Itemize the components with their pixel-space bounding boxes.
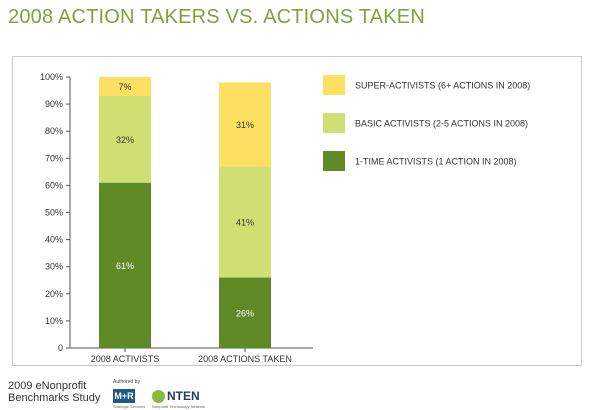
legend-label: SUPER-ACTIVISTS (6+ ACTIONS IN 2008) xyxy=(355,81,530,91)
nten-logo-text: NTEN xyxy=(167,389,200,403)
mr-logo-subtitle: Strategic Services xyxy=(113,404,146,409)
y-tick-label: 70% xyxy=(45,153,63,163)
y-tick-label: 90% xyxy=(45,99,63,109)
y-tick-label: 20% xyxy=(45,289,63,299)
bar-segment xyxy=(219,277,271,348)
bar-segment xyxy=(219,166,271,278)
mr-logo: M+R xyxy=(113,389,135,403)
nten-logo-icon xyxy=(152,389,165,403)
nten-logo: NTEN xyxy=(152,389,200,403)
legend-swatch xyxy=(323,113,345,133)
legend-swatch xyxy=(323,151,345,171)
legend-label: 1-TIME ACTIVISTS (1 ACTION IN 2008) xyxy=(355,157,517,167)
y-tick-label: 30% xyxy=(45,262,63,272)
nten-logo-subtitle: Nonprofit Technology Network xyxy=(152,404,206,409)
x-tick-label: 2008 ACTIONS TAKEN xyxy=(198,354,292,364)
chart-title: 2008 ACTION TAKERS VS. ACTIONS TAKEN xyxy=(8,6,425,28)
data-label: 41% xyxy=(236,217,254,227)
data-label: 26% xyxy=(236,308,254,318)
data-label: 7% xyxy=(118,82,131,92)
y-tick-label: 0 xyxy=(58,343,63,353)
y-tick-label: 50% xyxy=(45,208,63,218)
legend-swatch xyxy=(323,75,345,95)
data-label: 31% xyxy=(236,120,254,130)
y-tick-label: 10% xyxy=(45,316,63,326)
y-tick-label: 100% xyxy=(40,72,63,82)
y-tick-label: 60% xyxy=(45,180,63,190)
study-credit-line-2: Benchmarks Study xyxy=(8,392,101,404)
stacked-bar-chart: 0 10% 20% 30% 40% 50% 60% 70% 80% 90% 100% 61% 32% 7%… xyxy=(40,72,530,364)
data-label: 32% xyxy=(116,135,134,145)
bar-segment xyxy=(99,77,151,96)
bar-segment xyxy=(219,82,271,167)
bar-segment xyxy=(99,182,151,348)
y-tick-label: 80% xyxy=(45,126,63,136)
bar-segment xyxy=(99,95,151,183)
authored-by-label: Authored by xyxy=(113,379,140,385)
study-credit-line-1: 2009 eNonprofit xyxy=(8,380,87,392)
chart-panel: 0 10% 20% 30% 40% 50% 60% 70% 80% 90% 100% 61% 32% 7%… xyxy=(12,56,582,366)
y-tick-label: 40% xyxy=(45,235,63,245)
study-credit: 2009 eNonprofit Benchmarks Study xyxy=(8,380,100,404)
legend-label: BASIC ACTIVISTS (2-5 ACTIONS IN 2008) xyxy=(355,119,528,129)
x-tick-label: 2008 ACTIVISTS xyxy=(91,354,160,364)
data-label: 61% xyxy=(116,261,134,271)
